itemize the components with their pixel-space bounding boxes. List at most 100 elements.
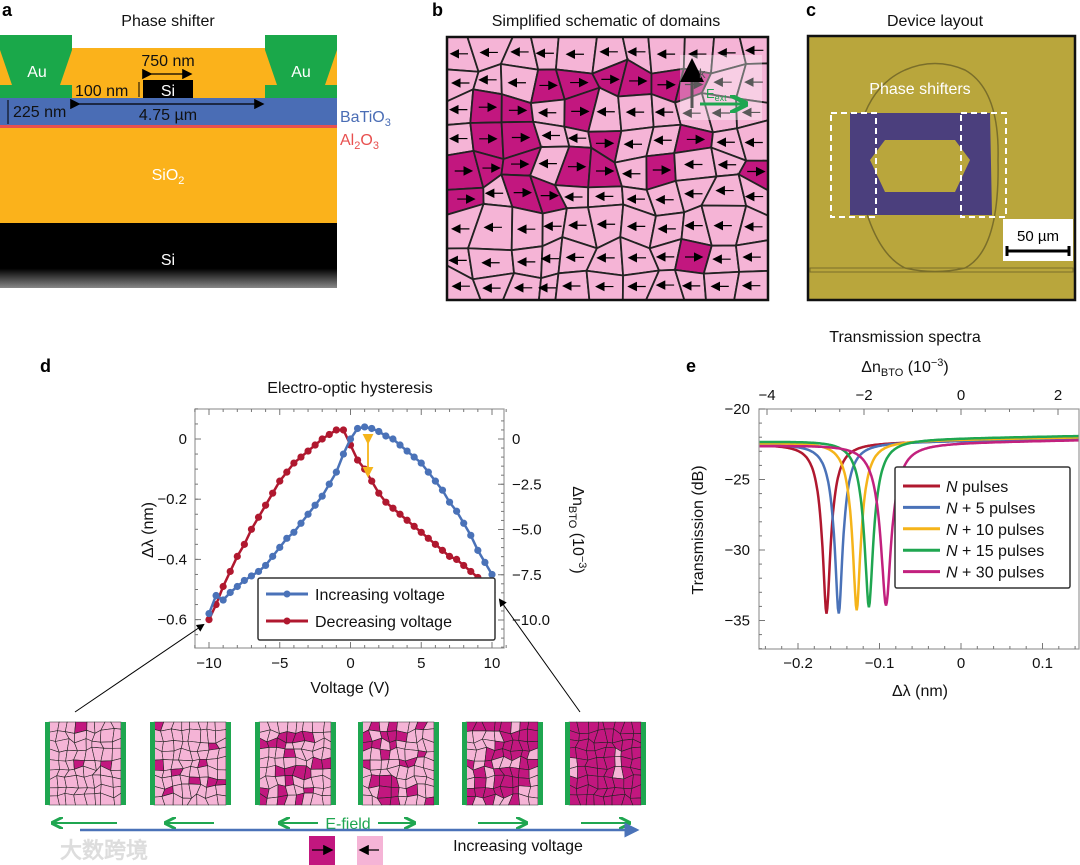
series-increasing-voltage — [205, 423, 496, 618]
electrode-bar-left — [45, 722, 50, 805]
chart-e-title: Transmission spectra — [829, 329, 981, 346]
unswitched-domain — [311, 721, 325, 734]
data-point — [431, 540, 439, 548]
switched-domain — [465, 787, 477, 797]
switched-domain — [377, 785, 392, 799]
legend-marker-decreasing — [283, 617, 291, 625]
unswitched-domain — [361, 794, 373, 806]
unswitched-domain — [614, 755, 622, 767]
chart-e-x2label: ΔnBTO (10−3) — [861, 357, 948, 379]
dim-475: 4.75 µm — [139, 107, 197, 124]
y-tick-label: −0.2 — [157, 491, 187, 508]
data-point — [368, 477, 376, 485]
data-point — [276, 477, 284, 485]
data-point — [346, 435, 355, 443]
unswitched-domain — [187, 728, 202, 743]
electrode-bar-right — [538, 722, 543, 805]
chart-d-y2label: ΔnBTO (10−3) — [566, 486, 588, 573]
electrode-bar-right — [121, 722, 126, 805]
data-point — [247, 572, 256, 580]
data-point — [262, 561, 270, 570]
data-point — [205, 609, 213, 618]
data-point — [240, 576, 248, 585]
legend-label: N + 5 pulses — [946, 500, 1035, 517]
data-point — [460, 561, 468, 570]
domain-snapshot — [150, 721, 231, 806]
data-point — [438, 486, 447, 494]
y-tick-label: −25 — [725, 472, 750, 489]
unswitched-domain — [447, 264, 482, 300]
chart-e-xlabel: Δλ (nm) — [892, 683, 948, 700]
unswitched-domain — [471, 271, 516, 300]
chart-d-legend: Increasing voltage Decreasing voltage — [257, 577, 496, 641]
unswitched-domain — [161, 750, 175, 761]
data-point — [382, 498, 390, 506]
si-substrate — [0, 223, 337, 288]
unswitched-domain — [170, 728, 184, 742]
unswitched-domain — [216, 794, 227, 806]
panel-label-a: a — [2, 0, 13, 20]
data-point — [417, 528, 425, 536]
data-point — [240, 540, 248, 548]
data-point — [389, 504, 397, 512]
data-point — [438, 546, 447, 554]
unswitched-domain — [112, 776, 122, 788]
data-point — [226, 567, 234, 576]
data-point — [219, 596, 227, 604]
electrode-bar-left — [255, 722, 260, 805]
unswitched-domain — [647, 37, 686, 75]
domain-map — [447, 37, 768, 300]
unswitched-domain — [265, 796, 279, 806]
unswitched-domain — [465, 776, 476, 790]
switched-domain — [518, 728, 528, 743]
data-point — [325, 430, 333, 439]
electrode-bar-left — [462, 722, 467, 805]
switched-domain — [585, 794, 595, 806]
x-tick-label: −0.1 — [865, 655, 895, 672]
x2-tick-label: −4 — [758, 387, 775, 404]
e-ext-label: Eext — [706, 86, 727, 103]
y2-tick-label: −2.5 — [512, 476, 542, 493]
data-point — [375, 427, 383, 436]
legend-label: N pulses — [946, 479, 1008, 496]
x-tick-label: 0 — [346, 655, 354, 672]
electrode-bar-left — [565, 722, 570, 805]
domain-snapshot — [358, 721, 439, 806]
chart-d-frame — [194, 408, 505, 649]
unswitched-domain — [217, 755, 227, 771]
data-point — [396, 441, 404, 449]
domain-snapshot — [255, 721, 336, 806]
y-tick-label: −20 — [725, 401, 750, 418]
bto-label: BaTiO3 — [340, 109, 391, 129]
legend-label-increasing: Increasing voltage — [315, 587, 445, 604]
x2-tick-label: 0 — [957, 387, 965, 404]
phase-shifters-label: Phase shifters — [869, 81, 970, 98]
dim-750: 750 nm — [141, 53, 194, 70]
unswitched-domain — [321, 794, 332, 806]
sio2-layer — [0, 128, 337, 223]
data-point — [247, 525, 256, 533]
data-point — [332, 426, 340, 434]
data-point — [311, 501, 319, 509]
unswitched-domain — [161, 740, 175, 752]
electrode-bar-right — [641, 722, 646, 805]
data-point — [254, 567, 263, 576]
panel-label-b: b — [432, 0, 443, 20]
x-tick-label: −0.2 — [783, 655, 813, 672]
scale-bar-box — [1003, 219, 1073, 261]
panel-label-c: c — [806, 0, 816, 20]
switched-domain — [303, 787, 315, 794]
switched-domain — [321, 757, 332, 770]
data-point — [297, 519, 305, 527]
legend-label: N + 15 pulses — [946, 543, 1044, 560]
data-point — [339, 450, 348, 458]
data-point — [467, 531, 475, 539]
y-tick-label: −0.4 — [157, 551, 187, 568]
data-point — [474, 546, 482, 554]
x-tick-label: 0 — [957, 655, 965, 672]
legend-marker-increasing — [283, 590, 291, 598]
unswitched-domain — [197, 765, 209, 778]
switched-domain — [527, 728, 539, 743]
watermark: 大数跨境 — [60, 838, 148, 863]
